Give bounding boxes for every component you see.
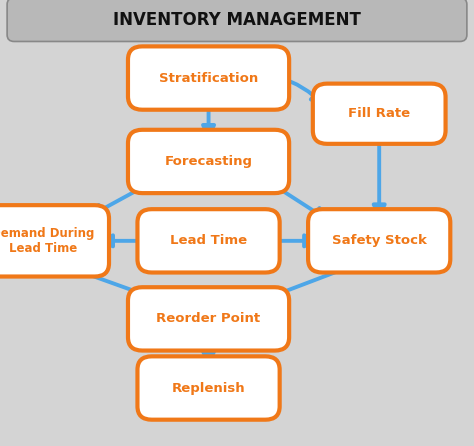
Text: Stratification: Stratification: [159, 71, 258, 85]
FancyBboxPatch shape: [128, 287, 289, 351]
Text: Lead Time: Lead Time: [170, 234, 247, 248]
Text: Forecasting: Forecasting: [164, 155, 253, 168]
Text: Safety Stock: Safety Stock: [332, 234, 427, 248]
FancyBboxPatch shape: [137, 356, 280, 420]
FancyBboxPatch shape: [7, 0, 467, 41]
FancyBboxPatch shape: [313, 84, 446, 144]
FancyBboxPatch shape: [128, 46, 289, 110]
Text: INVENTORY MANAGEMENT: INVENTORY MANAGEMENT: [113, 11, 361, 29]
FancyBboxPatch shape: [128, 130, 289, 193]
FancyBboxPatch shape: [0, 205, 109, 277]
Text: Fill Rate: Fill Rate: [348, 107, 410, 120]
Text: Reorder Point: Reorder Point: [156, 312, 261, 326]
FancyBboxPatch shape: [308, 209, 450, 273]
Text: Replenish: Replenish: [172, 381, 246, 395]
Text: Demand During
Lead Time: Demand During Lead Time: [0, 227, 94, 255]
FancyBboxPatch shape: [137, 209, 280, 273]
